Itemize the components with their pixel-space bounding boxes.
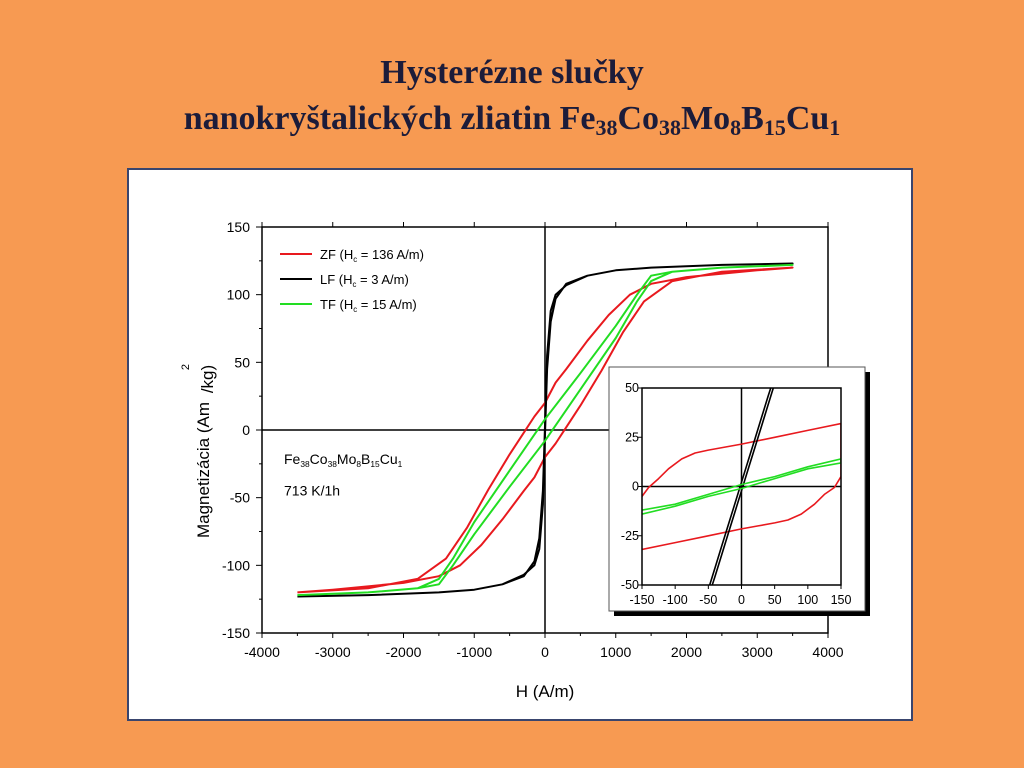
inset-series-line-2 [642,458,841,515]
x-tick-label-7: 3000 [742,644,773,660]
inset-plot: -150 -100 -50 0 50 100 150 -50 -25 0 25 50 [608,366,870,616]
series-line-2 [297,263,794,597]
x-tick-label-3: -1000 [456,644,492,660]
legend-label-1: LF (Hc = 3 A/m) [320,272,409,289]
formula-element-3: B [741,100,764,137]
y-axis-label-tail: /kg) [198,365,217,393]
formula-element-4: Cu [785,100,830,137]
series-line-1 [297,262,794,598]
y-axis-label-sup: 2 [180,364,192,370]
y-tick-label-4: 50 [234,354,250,370]
legend-label-0-part-1: c [353,255,357,264]
inset-x-tick-label-6: 150 [831,593,852,607]
title-formula: Fe38Co38Mo8B15Cu1 [559,100,841,140]
inset-y-tick-label-3: 25 [625,430,639,444]
inset-y-tick-label-0: -50 [621,578,639,592]
title-text: Hysterézne slučky [380,54,644,91]
annotation-formula-part-7: 15 [370,459,380,469]
annotation-formula-part-9: 1 [398,459,403,469]
inset-x-tick-label-4: 50 [768,593,782,607]
x-tick-label-6: 2000 [671,644,702,660]
formula-subscript-2: 8 [730,115,742,140]
y-axis-label: Magnetizácia (Am [194,402,213,538]
formula-subscript-3: 15 [763,115,786,140]
x-tick-label-4: 0 [541,644,549,660]
y-tick-label-5: 100 [227,287,251,303]
x-tick-label-2: -2000 [386,644,422,660]
hysteresis-chart: -4000 -3000 -2000 -1000 0 1000 2000 3000 4000-15… [180,219,870,701]
legend-label-2: TF (Hc = 15 A/m) [320,297,417,314]
x-tick-label-8: 4000 [812,644,843,660]
formula-subscript-0: 38 [595,115,618,140]
legend-label-2-part-1: c [353,305,357,314]
annotation-formula-part-4: Mo [337,451,357,467]
x-tick-label-0: -4000 [244,644,280,660]
annotation-formula-part-3: 38 [328,459,338,469]
chart-panel: -4000 -3000 -2000 -1000 0 1000 2000 3000 4000 -15… [127,168,913,721]
slide-title-line2: nanokryštalických zliatin Fe38Co38Mo8B15… [0,102,1024,139]
formula-element-1: Co [617,100,660,137]
annotation-formula-part-6: B [361,451,370,467]
annotation-formula-part-0: Fe [284,451,301,467]
legend-label-0-part-0: ZF (H [320,247,353,262]
legend-label-1-part-1: c [353,280,357,289]
legend-label-0-part-2: = 136 A/m) [357,247,424,262]
legend-label-1-part-2: = 3 A/m) [356,272,408,287]
inset-y-tick-label-2: 0 [632,480,639,494]
annotation-formula-part-2: Co [310,451,328,467]
annotation-formula-part-8: Cu [380,451,398,467]
legend-label-2-part-0: TF (H [320,297,353,312]
inset-series-line-0 [642,422,841,551]
formula-subscript-1: 38 [659,115,682,140]
x-axis-label: H (A/m) [516,682,575,701]
inset-y-tick-label-1: -25 [621,529,639,543]
y-tick-label-3: 0 [242,422,250,438]
x-tick-label-5: 1000 [600,644,631,660]
main-plot: -4000 -3000 -2000 -1000 0 1000 2000 3000 4000-15… [180,219,844,701]
inset-x-tick-label-1: -100 [663,593,688,607]
inset-x-tick-label-5: 100 [797,593,818,607]
formula-element-2: Mo [681,100,731,137]
annotation-formula-part-5: 8 [356,459,361,469]
inset-series-line-1 [708,388,775,585]
legend-label-2-part-2: = 15 A/m) [357,297,417,312]
series-line-0 [297,266,794,594]
y-tick-label-1: -100 [222,557,250,573]
legend-label-0: ZF (Hc = 136 A/m) [320,247,424,264]
inset-series-group [642,388,841,585]
y-tick-label-2: -50 [230,490,250,506]
y-tick-label-0: -150 [222,625,250,641]
inset-x-tick-label-2: -50 [699,593,717,607]
inset-y-tick-label-4: 50 [625,381,639,395]
y-tick-label-6: 150 [227,219,251,235]
title-prefix: nanokryštalických zliatin [183,100,560,137]
x-tick-label-1: -3000 [315,644,351,660]
annotation-formula-part-1: 38 [300,459,310,469]
inset-x-tick-label-3: 0 [738,593,745,607]
formula-subscript-4: 1 [829,115,841,140]
slide-title-line1: Hysterézne slučky [0,56,1024,90]
inset-x-tick-label-0: -150 [629,593,654,607]
formula-element-0: Fe [559,100,596,137]
annotation-formula: Fe38Co38Mo8B15Cu1 [284,451,403,469]
legend-label-1-part-0: LF (H [320,272,353,287]
annotation-treatment: 713 K/1h [284,483,340,499]
